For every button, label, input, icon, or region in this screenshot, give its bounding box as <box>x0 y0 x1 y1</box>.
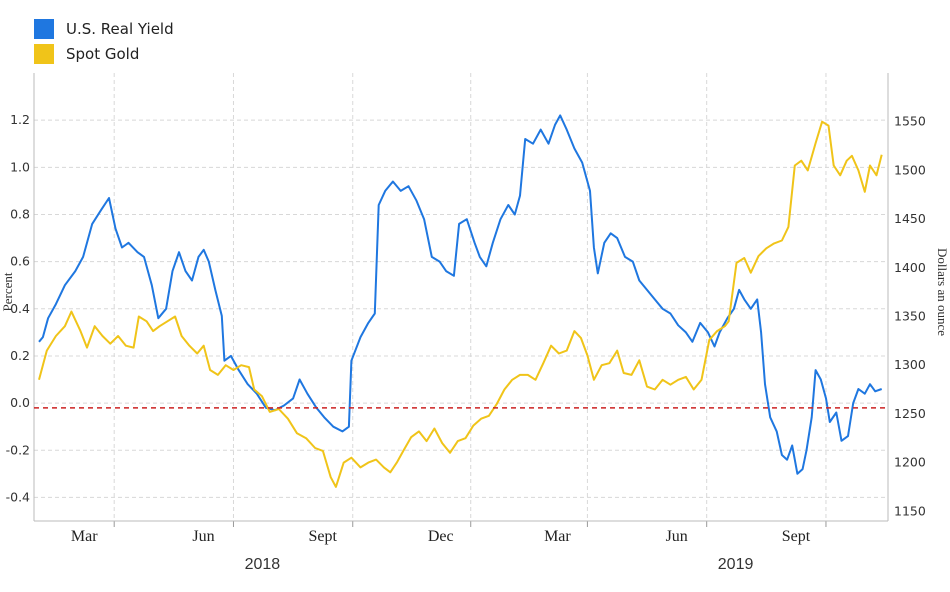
left-tick-label: 0.2 <box>10 348 30 363</box>
legend-label-real-yield: U.S. Real Yield <box>66 19 174 38</box>
x-tick-label: Dec <box>428 528 454 545</box>
right-tick-label: 1250 <box>894 406 926 421</box>
x-tick-label: Sept <box>782 528 811 545</box>
right-tick-label: 1500 <box>894 162 926 177</box>
left-tick-label: -0.2 <box>6 442 30 457</box>
grid-lines <box>34 73 888 521</box>
right-tick-label: 1200 <box>894 455 926 470</box>
legend-label-spot-gold: Spot Gold <box>66 44 140 63</box>
left-tick-label: 1.0 <box>10 159 30 174</box>
left-tick-label: 0.6 <box>10 254 30 269</box>
left-axis-title: Percent <box>0 272 15 311</box>
legend-item-spot-gold[interactable]: Spot Gold <box>34 41 174 66</box>
x-tick-label: Jun <box>666 528 688 545</box>
legend-swatch-spot-gold <box>34 43 54 64</box>
year-label: 2019 <box>718 556 754 573</box>
x-tick-label: Mar <box>544 528 571 545</box>
chart-legend: U.S. Real Yield Spot Gold <box>34 16 174 66</box>
series-line-spot-gold <box>38 120 883 488</box>
right-tick-label: 1150 <box>894 503 926 518</box>
right-axis-title: Dollars an ounce <box>935 248 950 336</box>
x-tick-label: Jun <box>192 528 214 545</box>
left-tick-label: -0.4 <box>6 489 30 504</box>
chart-axes <box>33 73 889 527</box>
right-tick-label: 1350 <box>894 308 926 323</box>
left-tick-label: 0.8 <box>10 206 30 221</box>
series-line-real-yield <box>38 114 883 475</box>
x-tick-label: Mar <box>71 528 98 545</box>
right-tick-label: 1300 <box>894 357 926 372</box>
x-tick-label: Sept <box>309 528 338 545</box>
tick-labels: 1.2 1.0 0.8 0.6 0.4 0.2 0.0 -0.2 -0.4 1550 1500 145… <box>0 112 950 573</box>
left-tick-label: 0.0 <box>10 395 30 410</box>
legend-swatch-real-yield <box>34 18 54 39</box>
right-tick-label: 1400 <box>894 260 926 275</box>
right-tick-label: 1450 <box>894 211 926 226</box>
year-label: 2018 <box>245 556 281 573</box>
left-tick-label: 0.4 <box>10 301 30 316</box>
right-tick-label: 1550 <box>894 114 926 129</box>
legend-item-real-yield[interactable]: U.S. Real Yield <box>34 16 174 41</box>
series-layer <box>34 114 888 488</box>
left-tick-label: 1.2 <box>10 112 30 127</box>
